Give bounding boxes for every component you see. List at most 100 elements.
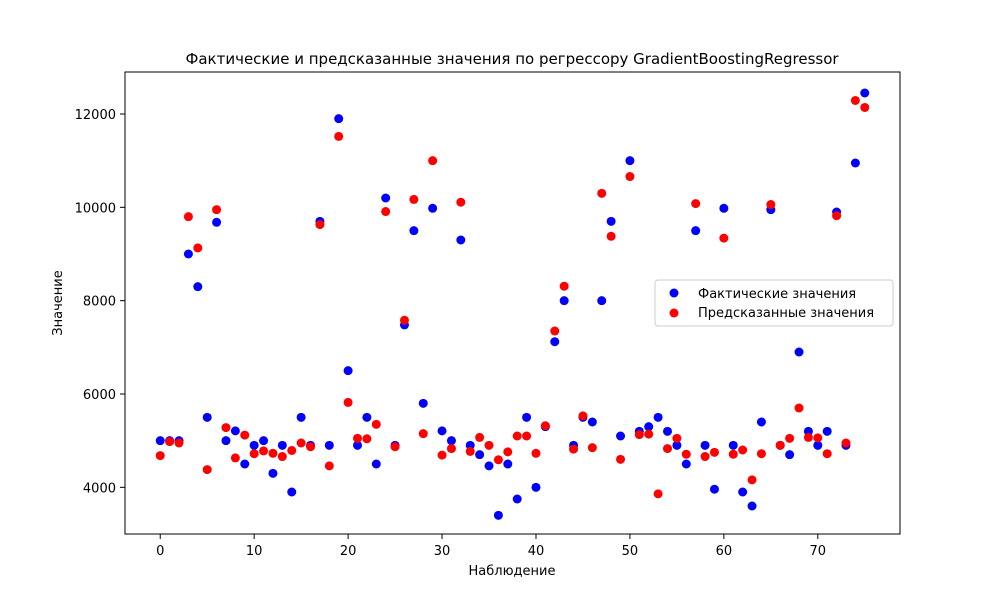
actual-point (287, 487, 297, 497)
y-tick-label: 12000 (75, 108, 116, 123)
predicted-point (221, 423, 231, 433)
predicted-point (390, 442, 400, 452)
actual-point (202, 412, 212, 422)
y-axis-label: Значение (51, 270, 66, 335)
actual-point (409, 226, 419, 236)
predicted-point (183, 212, 193, 222)
predicted-point (277, 452, 287, 462)
legend-marker-predicted (669, 308, 679, 318)
predicted-point (315, 220, 325, 230)
actual-point (493, 510, 503, 520)
predicted-point (569, 444, 579, 454)
actual-point (691, 226, 701, 236)
predicted-point (756, 449, 766, 459)
x-tick-label: 60 (716, 544, 733, 559)
predicted-point (832, 211, 842, 221)
predicted-point (409, 194, 419, 204)
predicted-point (860, 102, 870, 112)
predicted-point (540, 421, 550, 431)
actual-point (681, 459, 691, 469)
predicted-point (381, 207, 391, 217)
predicted-point (813, 433, 823, 443)
actual-point (484, 461, 494, 471)
predicted-point (503, 447, 513, 457)
actual-point (597, 296, 607, 306)
actual-point (794, 347, 804, 357)
predicted-point (456, 197, 466, 207)
actual-point (822, 426, 832, 436)
actual-point (644, 422, 654, 432)
x-tick-label: 30 (434, 544, 451, 559)
predicted-point (766, 200, 776, 210)
actual-point (747, 501, 757, 511)
predicted-point (634, 430, 644, 440)
actual-point (371, 459, 381, 469)
predicted-point (484, 440, 494, 450)
actual-point (738, 487, 748, 497)
actual-point (625, 156, 635, 166)
actual-point (268, 468, 278, 478)
y-tick-label: 8000 (83, 295, 116, 310)
actual-point (653, 412, 663, 422)
predicted-point (174, 438, 184, 448)
predicted-point (587, 443, 597, 453)
predicted-point (193, 243, 203, 253)
predicted-point (559, 281, 569, 291)
actual-point (522, 412, 532, 422)
predicted-point (597, 188, 607, 198)
legend-label-predicted: Предсказанные значения (698, 306, 874, 321)
actual-point (437, 426, 447, 436)
actual-point (672, 440, 682, 450)
actual-point (709, 484, 719, 494)
predicted-point (775, 440, 785, 450)
predicted-point (371, 419, 381, 429)
actual-point (728, 440, 738, 450)
predicted-point (616, 454, 626, 464)
actual-point (550, 337, 560, 347)
predicted-point (465, 446, 475, 456)
predicted-point (644, 429, 654, 439)
actual-point (663, 426, 672, 436)
predicted-point (324, 461, 334, 471)
actual-point (616, 431, 626, 441)
predicted-point (493, 455, 503, 465)
predicted-point (625, 172, 635, 182)
x-tick-label: 70 (810, 544, 827, 559)
predicted-point (719, 233, 729, 243)
predicted-point (850, 95, 860, 105)
predicted-point (747, 475, 757, 485)
actual-point (230, 426, 240, 436)
actual-point (212, 217, 222, 227)
actual-point (277, 440, 287, 450)
predicted-point (212, 205, 222, 215)
predicted-point (728, 449, 738, 459)
predicted-point (353, 433, 362, 443)
actual-point (240, 459, 250, 469)
actual-point (296, 412, 306, 422)
actual-point (362, 412, 372, 422)
legend-box (654, 279, 894, 327)
predicted-point (709, 447, 719, 457)
predicted-point (268, 448, 278, 458)
predicted-point (841, 438, 851, 448)
predicted-point (362, 434, 372, 444)
actual-point (428, 203, 438, 213)
actual-point (155, 436, 165, 446)
actual-point (587, 417, 597, 427)
actual-point (531, 482, 541, 492)
predicted-point (663, 444, 672, 454)
predicted-point (155, 451, 165, 461)
y-axis: 4000 6000 8000 10000 12000 (75, 108, 125, 496)
actual-point (221, 436, 231, 446)
plot-frame (124, 71, 901, 535)
predicted-point (334, 131, 344, 141)
actual-point (193, 282, 203, 292)
predicted-point (512, 431, 522, 441)
actual-point (259, 436, 269, 446)
x-tick-label: 10 (246, 544, 263, 559)
actual-point (700, 440, 710, 450)
predicted-point (418, 429, 428, 439)
x-tick-label: 40 (528, 544, 545, 559)
actual-point (503, 459, 513, 469)
